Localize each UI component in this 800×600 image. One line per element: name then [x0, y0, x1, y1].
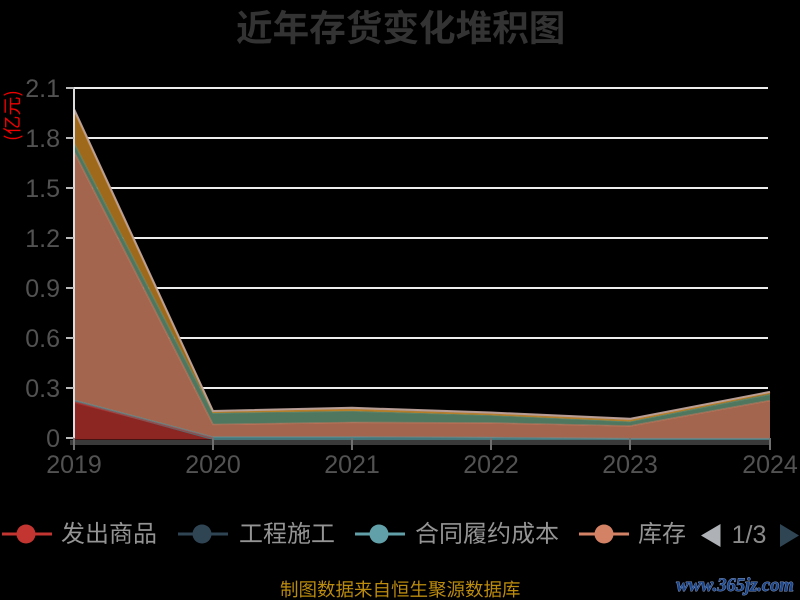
svg-text:0.3: 0.3: [25, 375, 60, 403]
svg-text:2023: 2023: [602, 451, 658, 479]
svg-text:2024: 2024: [742, 451, 798, 479]
svg-text:2021: 2021: [324, 451, 380, 479]
svg-text:1.8: 1.8: [25, 125, 60, 153]
svg-text:0: 0: [46, 425, 60, 453]
svg-text:2022: 2022: [463, 451, 519, 479]
svg-text:0.6: 0.6: [25, 325, 60, 353]
svg-text:www.365jz.com: www.365jz.com: [676, 576, 794, 596]
svg-text:2.1: 2.1: [25, 75, 60, 103]
svg-text:2019: 2019: [46, 451, 102, 479]
svg-text:2020: 2020: [185, 451, 241, 479]
svg-text:0.9: 0.9: [25, 275, 60, 303]
svg-text:1/3: 1/3: [732, 521, 767, 549]
svg-text:1.5: 1.5: [25, 175, 60, 203]
svg-text:1.2: 1.2: [25, 225, 60, 253]
